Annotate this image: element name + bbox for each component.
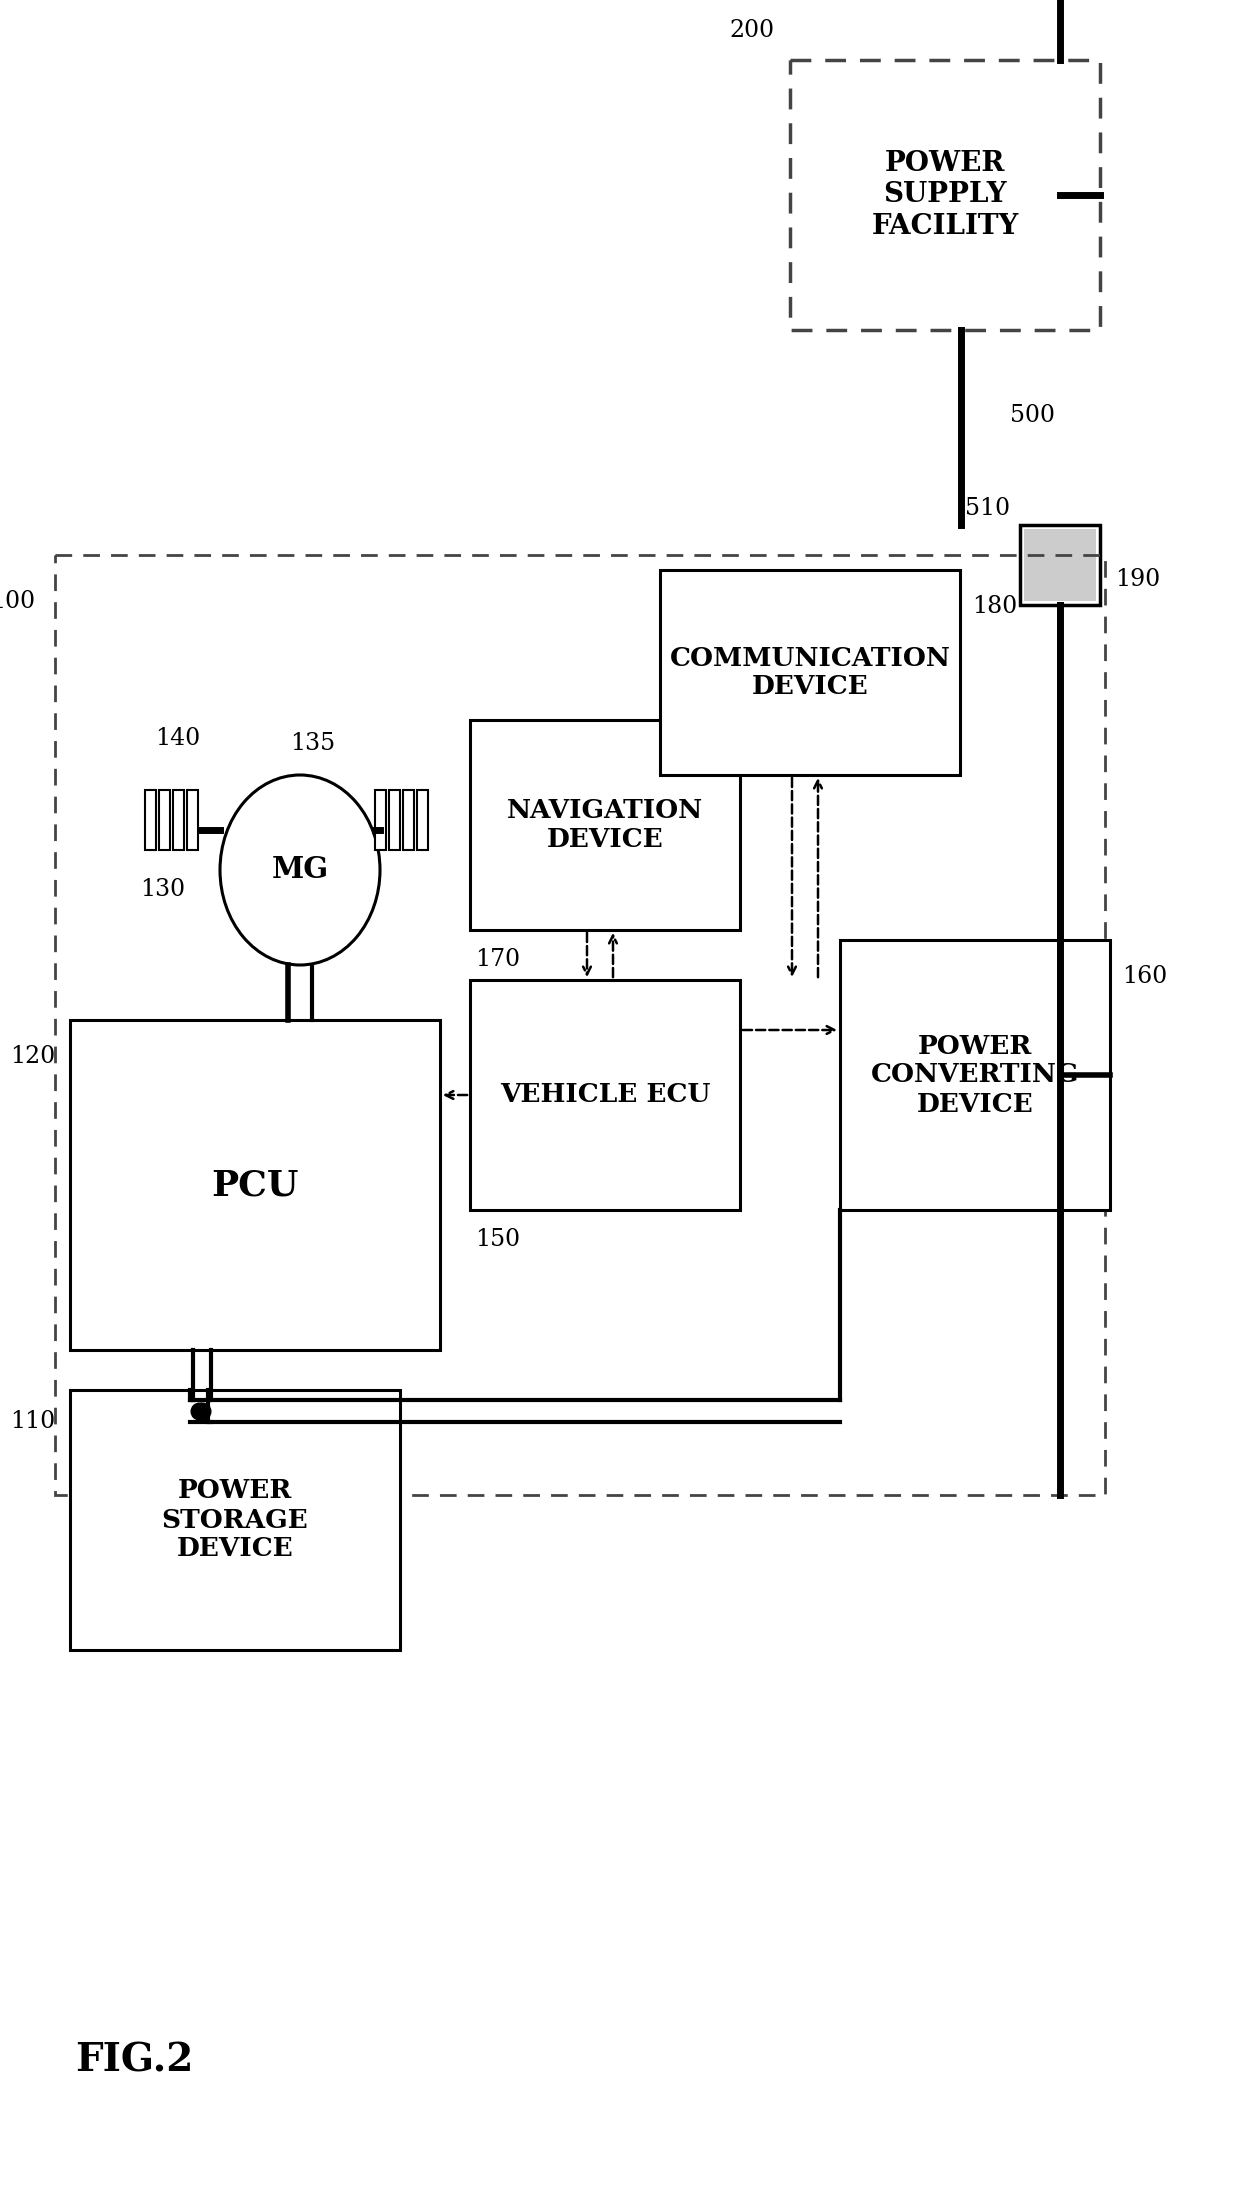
Bar xyxy=(470,980,740,1211)
Bar xyxy=(470,720,740,929)
Text: 190: 190 xyxy=(1115,568,1161,592)
Bar xyxy=(403,791,414,850)
Bar xyxy=(69,1020,440,1350)
Text: FIG.2: FIG.2 xyxy=(74,2041,193,2079)
Text: 170: 170 xyxy=(475,949,520,971)
Text: 135: 135 xyxy=(290,731,335,755)
Bar xyxy=(69,1389,401,1649)
Text: 110: 110 xyxy=(10,1409,55,1434)
Text: 160: 160 xyxy=(1122,964,1167,989)
Bar xyxy=(187,791,198,850)
Text: 100: 100 xyxy=(0,590,35,612)
Bar xyxy=(55,555,1105,1495)
Bar xyxy=(1021,524,1100,606)
Text: COMMUNICATION
DEVICE: COMMUNICATION DEVICE xyxy=(670,645,950,700)
Text: 130: 130 xyxy=(140,879,185,901)
Bar xyxy=(374,791,386,850)
Bar xyxy=(660,570,960,775)
Text: 120: 120 xyxy=(10,1046,55,1068)
Bar xyxy=(174,791,184,850)
Bar xyxy=(145,791,156,850)
Text: 140: 140 xyxy=(155,727,200,751)
Text: NAVIGATION
DEVICE: NAVIGATION DEVICE xyxy=(507,797,703,852)
Text: POWER
STORAGE
DEVICE: POWER STORAGE DEVICE xyxy=(161,1478,309,1561)
Bar xyxy=(839,940,1110,1211)
Bar xyxy=(417,791,428,850)
Ellipse shape xyxy=(219,775,379,964)
Bar xyxy=(790,59,1100,330)
Text: POWER
CONVERTING
DEVICE: POWER CONVERTING DEVICE xyxy=(870,1033,1079,1116)
Text: 510: 510 xyxy=(965,498,1011,520)
Text: VEHICLE ECU: VEHICLE ECU xyxy=(500,1083,711,1108)
Text: MG: MG xyxy=(272,857,329,885)
Bar xyxy=(1024,528,1096,601)
Bar xyxy=(159,791,170,850)
Text: 150: 150 xyxy=(475,1229,520,1251)
Text: 180: 180 xyxy=(972,595,1017,619)
Text: PCU: PCU xyxy=(211,1167,299,1202)
Bar xyxy=(389,791,401,850)
Text: 500: 500 xyxy=(1011,403,1055,427)
Text: POWER
SUPPLY
FACILITY: POWER SUPPLY FACILITY xyxy=(872,150,1018,240)
Text: 200: 200 xyxy=(730,20,775,42)
